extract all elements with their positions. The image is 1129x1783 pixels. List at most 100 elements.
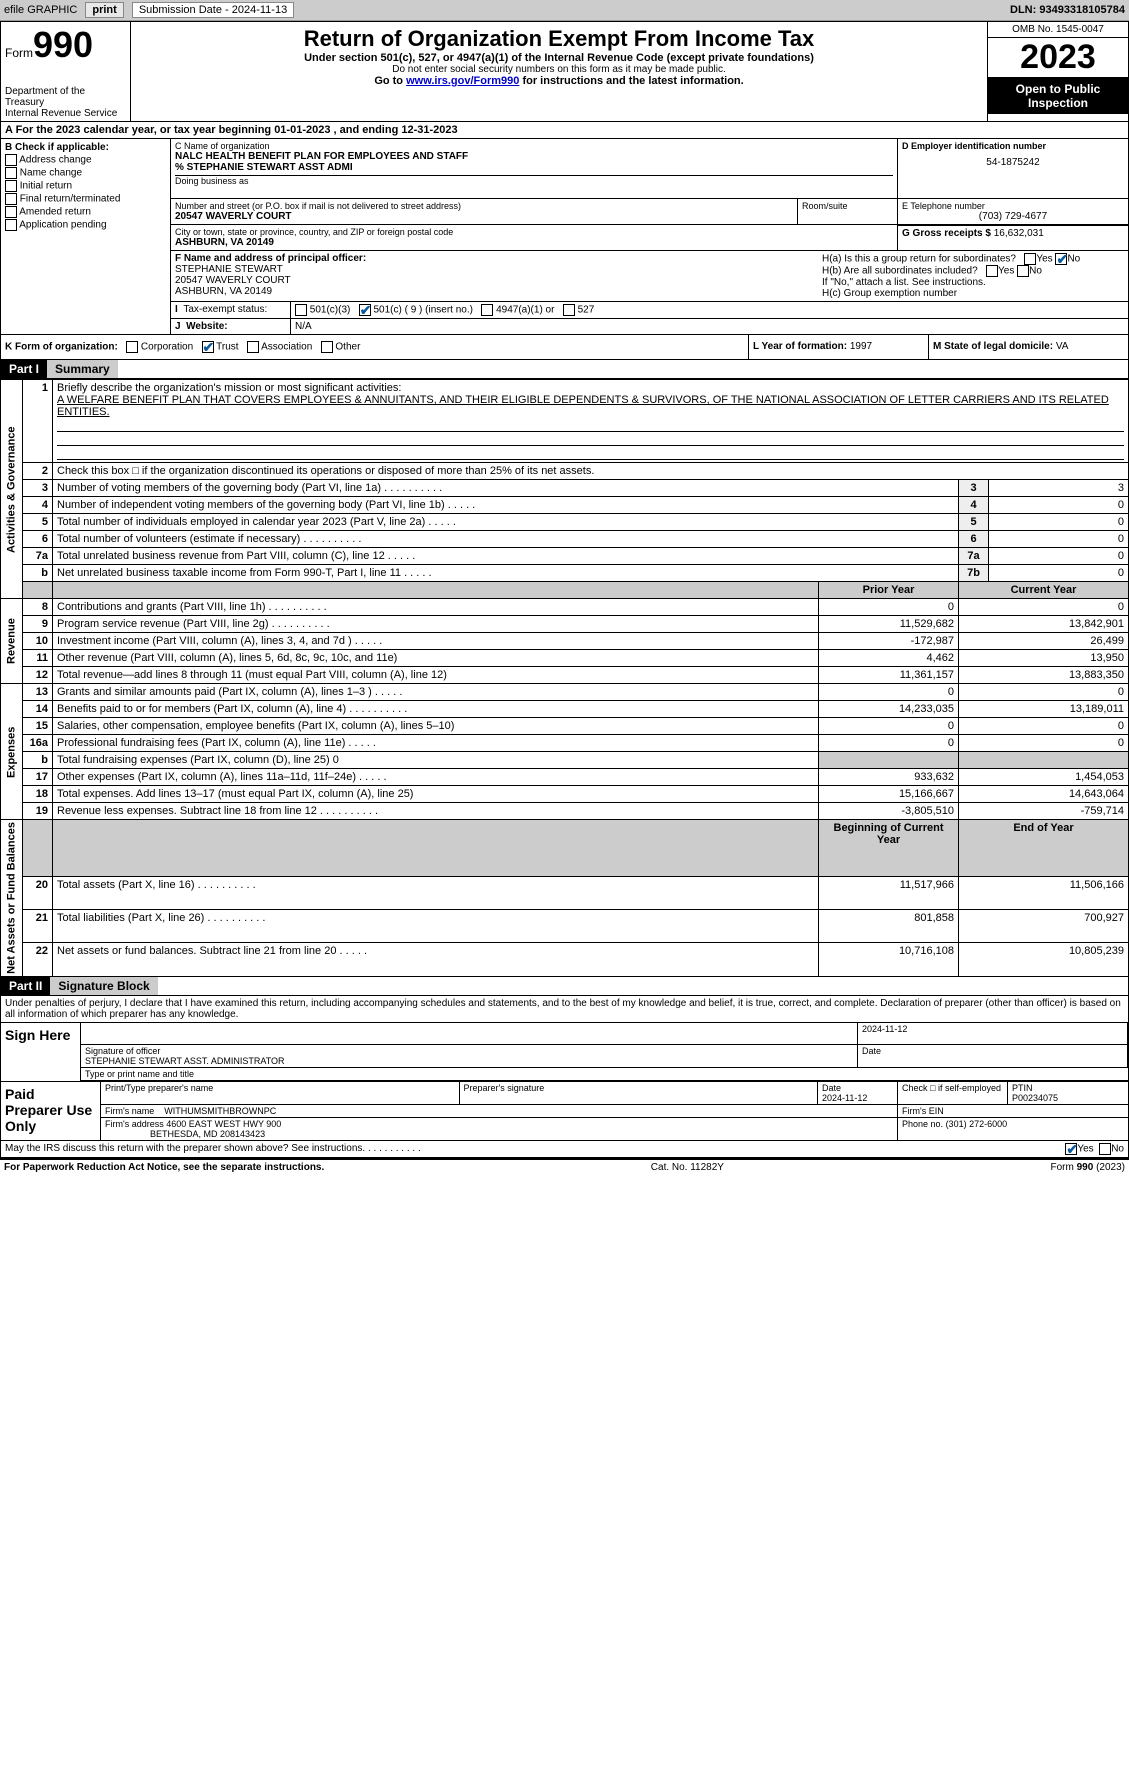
line-7a: Total unrelated business revenue from Pa… (57, 550, 415, 562)
current-year-hdr: Current Year (959, 582, 1129, 599)
year-formation: 1997 (850, 341, 872, 352)
entity-grid: B Check if applicable: Address change Na… (0, 139, 1129, 335)
col-b-header: B Check if applicable: (5, 142, 166, 153)
discuss-row: May the IRS discuss this return with the… (0, 1141, 1129, 1158)
cb-app-pending[interactable]: Application pending (5, 219, 166, 231)
header-right: OMB No. 1545-0047 2023 Open to Public In… (988, 22, 1128, 121)
val-7b: 0 (989, 565, 1129, 582)
domicile-label: M State of legal domicile: (933, 341, 1053, 352)
line-3: Number of voting members of the governin… (57, 482, 442, 494)
irs-link[interactable]: www.irs.gov/Form990 (406, 75, 519, 87)
vert-revenue: Revenue (1, 599, 23, 684)
line-2: Check this box □ if the organization dis… (53, 463, 1129, 480)
col-cd: C Name of organization NALC HEALTH BENEF… (171, 139, 1128, 334)
line-9: Program service revenue (Part VIII, line… (57, 618, 330, 630)
part-1-title: Summary (47, 360, 118, 378)
line-20: Total assets (Part X, line 16) (57, 879, 256, 891)
vert-expenses: Expenses (1, 684, 23, 820)
line-21: Total liabilities (Part X, line 26) (57, 912, 265, 924)
row-city: City or town, state or province, country… (171, 225, 1128, 251)
cb-amended[interactable]: Amended return (5, 206, 166, 218)
discuss-no[interactable]: No (1099, 1143, 1124, 1155)
footer: For Paperwork Reduction Act Notice, see … (0, 1158, 1129, 1175)
discuss-text: May the IRS discuss this return with the… (5, 1143, 1065, 1155)
tax-year: 2023 (988, 38, 1128, 78)
vert-net: Net Assets or Fund Balances (1, 820, 23, 977)
h-b-note: If "No," attach a list. See instructions… (822, 277, 1124, 288)
phone-value: (703) 729-4677 (902, 211, 1124, 222)
subtitle-2: Do not enter social security numbers on … (135, 64, 983, 75)
domicile: VA (1056, 341, 1069, 352)
gross-value: 16,632,031 (994, 228, 1044, 239)
line-16a: Professional fundraising fees (Part IX, … (57, 737, 376, 749)
part-2-title: Signature Block (50, 977, 157, 995)
open-public-badge: Open to Public Inspection (988, 78, 1128, 114)
form-number: 990 (33, 24, 93, 65)
website-value: N/A (291, 319, 1128, 334)
prep-date: 2024-11-12 (822, 1093, 867, 1103)
year-formation-label: L Year of formation: (753, 341, 847, 352)
form-org-label: K Form of organization: (5, 342, 118, 353)
irs-label: Internal Revenue Service (5, 108, 126, 119)
addr-value: 20547 WAVERLY COURT (175, 211, 793, 222)
line-15: Salaries, other compensation, employee b… (53, 718, 819, 735)
vert-governance: Activities & Governance (1, 380, 23, 599)
type-name-label: Type or print name and title (81, 1068, 1128, 1081)
form-header: Form990 Department of the Treasury Inter… (0, 21, 1129, 122)
line-17: Other expenses (Part IX, column (A), lin… (57, 771, 387, 783)
goto-pre: Go to (374, 75, 406, 87)
row-j: J Website: N/A (171, 318, 1128, 334)
officer-name: STEPHANIE STEWART (175, 264, 814, 275)
firm-addr1: 4600 EAST WEST HWY 900 (166, 1119, 281, 1129)
city-value: ASHBURN, VA 20149 (175, 237, 893, 248)
tax-status-label: Tax-exempt status: (183, 304, 267, 315)
sig-officer-label: Signature of officer (85, 1046, 160, 1056)
cb-final-return[interactable]: Final return/terminated (5, 193, 166, 205)
city-label: City or town, state or province, country… (175, 227, 893, 237)
h-a: H(a) Is this a group return for subordin… (822, 253, 1124, 265)
line-12: Total revenue—add lines 8 through 11 (mu… (53, 667, 819, 684)
end-year-hdr: End of Year (959, 820, 1129, 877)
dept-label: Department of the Treasury (5, 86, 126, 108)
part-2-badge: Part II (1, 977, 50, 995)
paid-preparer-block: Paid Preparer Use Only Print/Type prepar… (0, 1082, 1129, 1141)
cb-name-change[interactable]: Name change (5, 167, 166, 179)
line-22: Net assets or fund balances. Subtract li… (57, 945, 367, 957)
mission-q: Briefly describe the organization's miss… (57, 382, 401, 394)
prep-sig-label: Preparer's signature (460, 1082, 819, 1105)
discuss-yes[interactable]: Yes (1065, 1143, 1093, 1155)
cb-address-change[interactable]: Address change (5, 154, 166, 166)
col-h: H(a) Is this a group return for subordin… (818, 251, 1128, 301)
row-addr: Number and street (or P.O. box if mail i… (171, 199, 1128, 225)
org-name: NALC HEALTH BENEFIT PLAN FOR EMPLOYEES A… (175, 151, 893, 162)
penalties-text: Under penalties of perjury, I declare th… (0, 996, 1129, 1023)
omb-number: OMB No. 1545-0047 (988, 22, 1128, 38)
ein-label: D Employer identification number (902, 141, 1124, 151)
form-word: Form (5, 46, 33, 60)
header-left: Form990 Department of the Treasury Inter… (1, 22, 131, 121)
care-of: % STEPHANIE STEWART ASST ADMI (175, 162, 893, 173)
addr-label: Number and street (or P.O. box if mail i… (175, 201, 793, 211)
cb-initial-return[interactable]: Initial return (5, 180, 166, 192)
firm-phone: (301) 272-6000 (946, 1119, 1008, 1129)
paid-prep-label: Paid Preparer Use Only (1, 1082, 101, 1140)
ein-value: 54-1875242 (902, 157, 1124, 168)
print-button[interactable]: print (85, 2, 123, 18)
line-14: Benefits paid to or for members (Part IX… (57, 703, 407, 715)
val-5: 0 (989, 514, 1129, 531)
submission-date: Submission Date - 2024-11-13 (132, 2, 294, 18)
line-11: Other revenue (Part VIII, column (A), li… (53, 650, 819, 667)
section-a: A For the 2023 calendar year, or tax yea… (0, 122, 1129, 139)
sign-here-block: Sign Here 2024-11-12 Signature of office… (0, 1023, 1129, 1082)
mission-text: A WELFARE BENEFIT PLAN THAT COVERS EMPLO… (57, 394, 1109, 418)
subtitle-1: Under section 501(c), 527, or 4947(a)(1)… (135, 52, 983, 64)
form-ref: Form 990 (2023) (1051, 1162, 1126, 1173)
efile-label: efile GRAPHIC (4, 4, 77, 16)
firm-name: WITHUMSMITHBROWNPC (164, 1106, 276, 1116)
firm-addr2: BETHESDA, MD 208143423 (150, 1129, 265, 1139)
summary-table: Activities & Governance 1 Briefly descri… (0, 379, 1129, 977)
tax-status-opts: 501(c)(3) 501(c) ( 9 ) (insert no.) 4947… (291, 302, 1128, 318)
officer-sig-name: STEPHANIE STEWART ASST. ADMINISTRATOR (85, 1056, 285, 1066)
line-10: Investment income (Part VIII, column (A)… (57, 635, 382, 647)
header-mid: Return of Organization Exempt From Incom… (131, 22, 988, 121)
